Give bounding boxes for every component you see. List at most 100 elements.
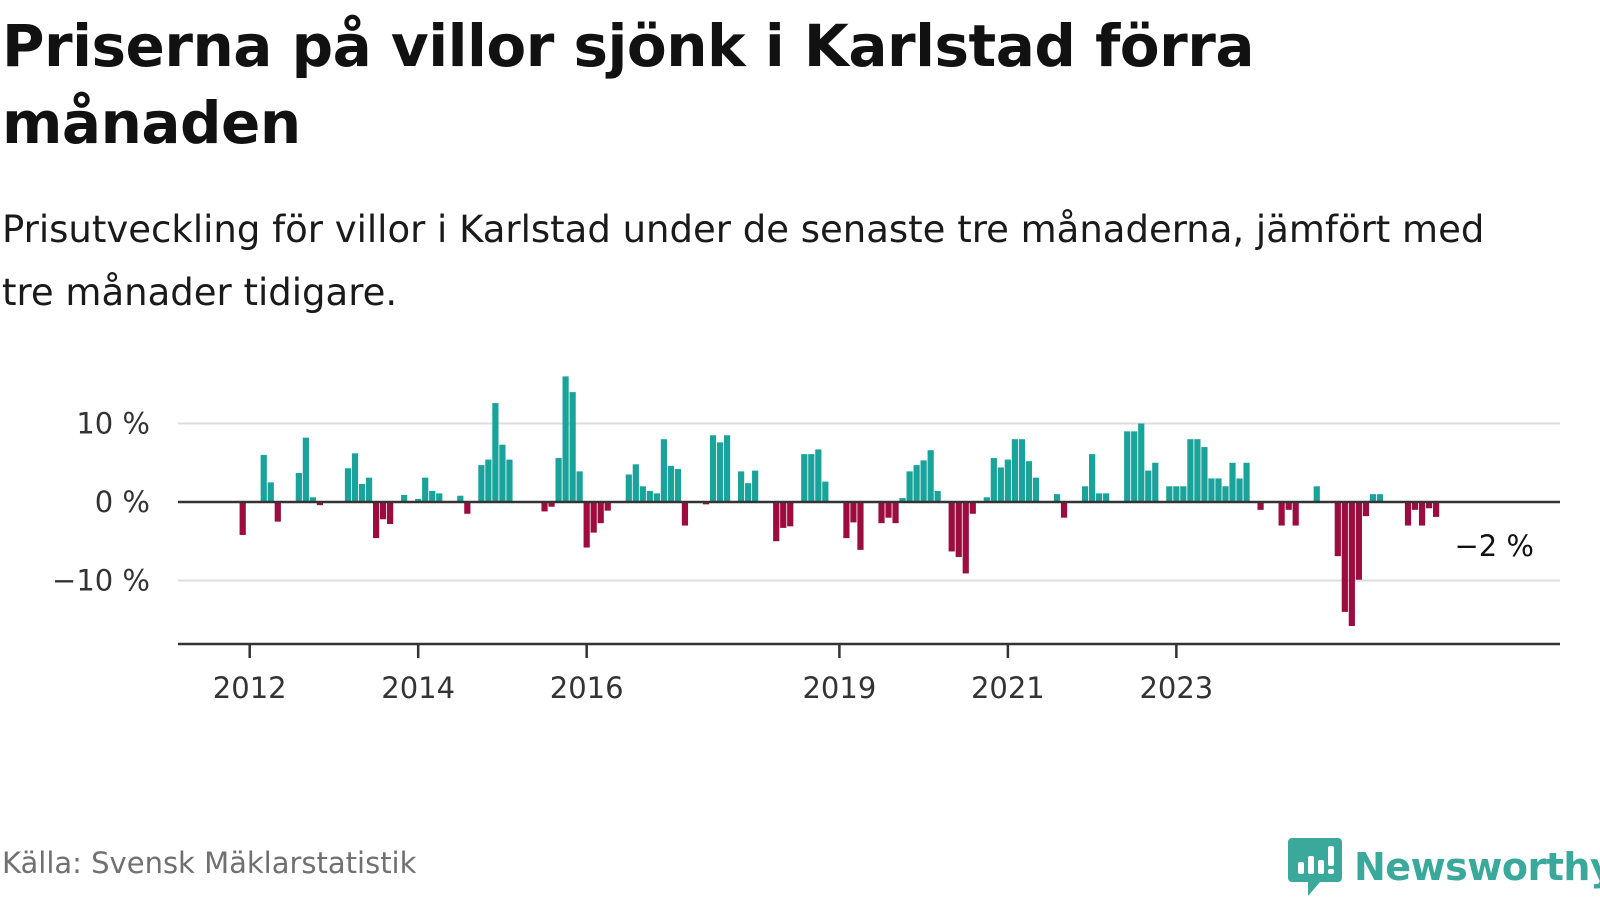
bar [1103,493,1110,502]
bar [801,454,808,502]
chart-subtitle: Prisutveckling för villor i Karlstad und… [2,208,1485,314]
bar [1011,439,1018,502]
bar [1425,502,1433,509]
bar [344,468,352,502]
bar [1145,470,1152,502]
bar [1236,478,1243,502]
bar [464,502,471,514]
bar [997,467,1004,502]
gridlines [178,422,1560,582]
bar [316,502,324,506]
bar [492,403,499,502]
bar [723,435,731,502]
bar [387,502,394,524]
bar [1278,502,1285,526]
bar [1411,502,1419,510]
bar [555,458,562,502]
bar [906,471,913,502]
bar [1018,439,1026,502]
bar [590,502,597,533]
bar [372,502,380,539]
bar [239,502,246,535]
bar [569,392,576,502]
bar [302,437,309,502]
bar [899,498,906,502]
bar [1222,486,1229,502]
bar [738,471,745,502]
bar [1348,502,1355,627]
bar [1089,454,1096,502]
x-tick-label: 2019 [802,671,876,705]
brand-name: Newsworthy [1354,845,1600,889]
x-tick-label: 2014 [381,671,455,705]
bar [646,491,653,502]
bar [562,376,569,502]
bar [365,477,373,502]
bar [1194,439,1201,502]
bar [1208,478,1215,502]
bar [260,454,267,502]
bar [415,498,422,502]
bar [436,493,443,502]
x-tick-label: 2012 [213,671,287,705]
bar [576,471,583,502]
bar [808,454,815,502]
bar [1201,447,1208,502]
last-value-label: −2 % [1454,529,1534,563]
bar [1032,477,1040,502]
bar [1180,486,1187,502]
bar [955,502,962,557]
bar [309,497,316,502]
bar [709,435,717,502]
bar [681,502,689,526]
x-tick-label: 2023 [1139,671,1213,705]
bar [1243,462,1250,502]
bar [878,502,885,524]
bar [1187,439,1194,502]
bar [773,502,780,542]
bar [541,502,548,512]
bar [653,493,660,502]
chart-title: Priserna på villor sjönk i Karlstad förr… [2,12,1255,157]
bar [274,502,281,522]
bar [1081,486,1089,502]
bar [934,491,941,502]
bar [822,481,829,502]
bar [422,477,429,502]
bar [401,494,408,502]
y-tick-label: 10 % [76,407,150,441]
bar [1418,502,1426,526]
bar-chart: 10 % 0 % −10 % 2012 2014 2016 2019 2021 2023 −2 … [52,376,1560,705]
bar [913,465,920,502]
bar [927,450,934,502]
bar [843,502,850,539]
y-tick-label: −10 % [52,564,150,598]
bar [920,460,927,502]
bar [1215,478,1222,502]
bar [1131,431,1138,502]
bar [506,459,513,502]
bar [1004,459,1011,502]
bar [1257,502,1264,510]
bar [962,502,969,574]
bar [1362,502,1369,517]
bar [583,502,590,548]
bar [1292,502,1299,526]
bar [429,491,436,502]
bar [752,470,759,502]
y-tick-label: 0 % [95,485,150,519]
bar [639,486,646,502]
bar [745,483,752,502]
bar [1124,431,1131,502]
bar [478,465,485,502]
bar [787,502,794,527]
bar [351,453,359,502]
bar [983,497,990,502]
bar [1138,423,1145,502]
bar [1053,494,1061,502]
bar [1432,502,1440,517]
bar [660,439,667,502]
bar [1096,493,1103,502]
bar [969,502,976,514]
bar [267,482,274,502]
